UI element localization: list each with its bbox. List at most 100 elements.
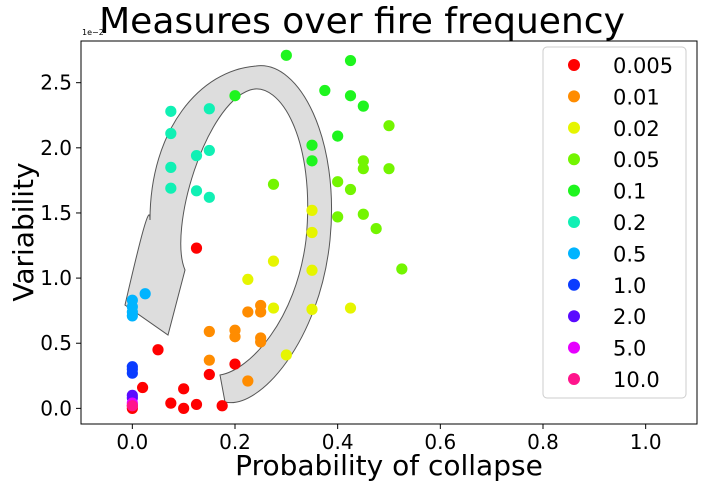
x-tick-label: 0.4 [322, 430, 354, 454]
data-point-5-0 [165, 182, 177, 194]
data-point-2-0 [242, 273, 254, 285]
legend-marker-8 [568, 310, 580, 323]
data-point-6-4 [139, 288, 151, 300]
y-tick-label: 0.5 [40, 331, 72, 355]
legend-label-10: 10.0 [613, 368, 660, 392]
legend-label-1: 0.01 [613, 85, 660, 109]
legend-marker-3 [568, 153, 580, 166]
annotation-arrow [124, 65, 332, 404]
legend-label-0: 0.005 [613, 54, 673, 78]
data-point-3-3 [344, 183, 357, 196]
legend-label-7: 1.0 [613, 274, 646, 298]
data-point-0-5 [178, 402, 190, 414]
data-point-3-7 [370, 222, 382, 235]
data-point-3-2 [332, 176, 344, 188]
x-tick-label: 0.6 [424, 430, 456, 454]
data-point-10-0 [126, 400, 138, 412]
data-point-4-4 [319, 84, 331, 97]
legend-marker-4 [568, 184, 580, 197]
legend-label-5: 0.2 [613, 211, 646, 235]
data-point-5-1 [165, 161, 177, 173]
y-tick-label: 2.0 [40, 136, 72, 160]
data-point-0-8 [190, 242, 203, 254]
data-point-5-7 [203, 144, 215, 157]
data-point-2-7 [306, 204, 318, 216]
data-point-4-8 [357, 100, 369, 112]
data-point-0-6 [178, 383, 190, 395]
data-point-3-9 [383, 120, 395, 132]
data-point-4-6 [344, 90, 357, 102]
legend-marker-7 [568, 278, 580, 291]
data-point-5-8 [203, 103, 215, 115]
legend-label-3: 0.05 [613, 148, 660, 172]
data-point-2-4 [306, 303, 318, 315]
data-point-1-5 [242, 306, 254, 318]
data-point-1-1 [203, 325, 215, 338]
legend-label-2: 0.02 [613, 117, 660, 141]
data-point-0-11 [229, 358, 241, 370]
x-tick-label: 0.2 [219, 430, 251, 454]
data-point-3-0 [267, 178, 280, 190]
y-tick-label: 0.0 [40, 396, 72, 420]
legend-label-8: 2.0 [613, 305, 646, 329]
data-point-1-7 [255, 332, 267, 344]
data-point-6-3 [126, 294, 138, 306]
y-tick-label: 2.5 [40, 71, 72, 95]
y-tick-label: 1.0 [40, 266, 72, 290]
data-point-5-2 [165, 127, 177, 140]
legend-marker-10 [568, 373, 580, 385]
data-point-3-10 [396, 263, 408, 275]
data-point-0-3 [152, 344, 164, 356]
data-point-0-10 [216, 400, 228, 412]
data-point-2-6 [306, 226, 318, 239]
data-point-3-1 [332, 211, 344, 223]
data-point-0-2 [137, 381, 149, 394]
data-point-1-9 [255, 299, 267, 312]
legend: 0.005 0.01 0.02 0.05 0.1 0.2 0.5 1.0 2.0 5.0 10.0 [542, 46, 687, 399]
data-point-2-1 [267, 302, 280, 314]
legend-marker-9 [568, 341, 580, 354]
x-tick-label: 0.0 [116, 430, 148, 454]
data-point-4-0 [229, 90, 241, 102]
data-point-3-4 [357, 208, 369, 220]
data-point-5-3 [165, 105, 177, 117]
x-tick-label: 1.0 [630, 430, 662, 454]
chart-title: Measures over fire frequency [99, 1, 625, 42]
legend-marker-2 [568, 121, 580, 134]
data-points [126, 49, 408, 414]
data-point-2-3 [280, 349, 292, 361]
legend-marker-1 [568, 90, 580, 103]
data-point-0-4 [165, 397, 177, 409]
y-axis-label: Variability [7, 162, 40, 301]
data-point-7-2 [126, 361, 138, 373]
legend-marker-6 [568, 247, 580, 260]
legend-label-9: 5.0 [613, 337, 646, 361]
legend-label-4: 0.1 [613, 180, 646, 204]
data-point-4-3 [306, 139, 318, 151]
data-point-4-2 [306, 155, 318, 167]
data-point-3-5 [357, 163, 369, 175]
legend-frame [542, 46, 687, 399]
data-point-3-8 [383, 163, 395, 175]
x-axis: 0.0 0.2 0.4 0.6 0.8 1.0 [116, 424, 662, 454]
data-point-5-4 [190, 185, 203, 197]
y-axis: 0.0 0.5 1.0 1.5 2.0 2.5 [40, 71, 81, 420]
x-axis-label: Probability of collapse [235, 449, 543, 482]
plot-area [80, 40, 698, 425]
y-offset-text: 1e−2 [82, 28, 104, 37]
y-tick-label: 1.5 [40, 201, 72, 225]
data-point-1-4 [242, 375, 254, 387]
legend-label-6: 0.5 [613, 242, 646, 266]
data-point-3-6 [357, 155, 369, 167]
x-tick-label: 0.8 [527, 430, 559, 454]
legend-marker-0 [568, 59, 580, 71]
data-point-1-0 [203, 354, 215, 366]
data-point-5-5 [190, 150, 203, 162]
data-point-8-1 [126, 389, 138, 401]
data-point-2-2 [267, 255, 280, 267]
data-point-1-3 [229, 324, 241, 336]
data-point-0-9 [203, 368, 215, 381]
data-point-4-5 [332, 130, 344, 142]
data-point-0-7 [190, 398, 203, 411]
